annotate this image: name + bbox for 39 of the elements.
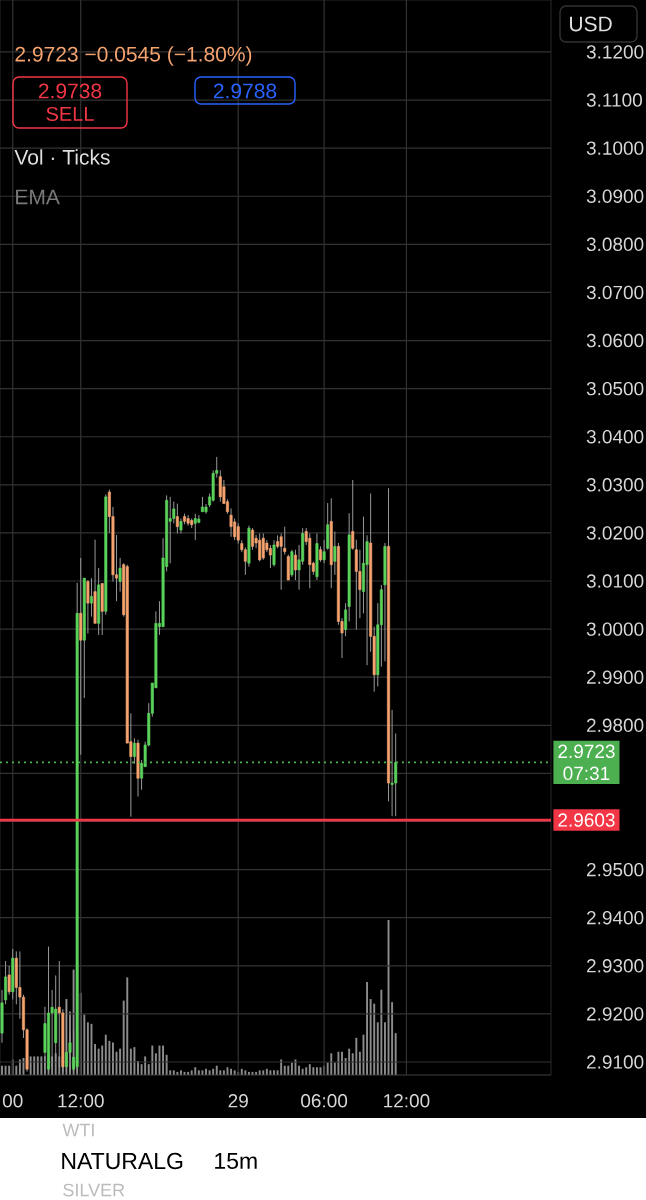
ref-line-label: 2.9723 <box>558 744 615 759</box>
x-tick-label: 29 <box>228 1094 248 1108</box>
x-tick-label: 06:00 <box>301 1094 348 1108</box>
annotation: SELL <box>46 106 94 122</box>
y-tick-label: 3.0000 <box>586 622 644 636</box>
text: SILVER <box>63 1183 125 1197</box>
x-tick-label: 12:00 <box>384 1094 430 1108</box>
y-tick-label: 3.1000 <box>586 141 644 155</box>
text: NATURALG <box>62 1152 183 1170</box>
ref-line-label: 2.9603 <box>558 813 615 827</box>
y-tick-label: 2.9100 <box>587 1055 644 1069</box>
y-tick-label: 3.0200 <box>586 526 644 540</box>
y-tick-label: 3.0300 <box>586 478 644 492</box>
annotation: 2.9738 <box>38 83 102 99</box>
x-tick-label: 00 <box>2 1094 23 1108</box>
y-tick-label: 2.9500 <box>587 862 644 877</box>
y-tick-label: 2.9400 <box>587 910 644 925</box>
y-tick-label: 2.9300 <box>587 959 644 973</box>
y-tick-label: 3.0600 <box>586 333 644 348</box>
y-tick-label: 3.0400 <box>586 429 644 444</box>
y-tick-label: 3.0100 <box>586 574 644 588</box>
y-tick-label: 2.9200 <box>587 1007 644 1021</box>
y-tick-label: 2.9800 <box>587 718 644 733</box>
y-tick-label: 3.0900 <box>586 189 644 203</box>
y-tick-label: 3.0500 <box>586 381 644 396</box>
text: WTI <box>62 1123 94 1137</box>
annotation: 2.9788 <box>213 83 277 99</box>
text: 15m <box>215 1152 257 1170</box>
annotation: 2.9723 −0.0545 (−1.80%) <box>15 46 252 66</box>
text: 07:31 <box>563 766 610 781</box>
y-tick-label: 3.0700 <box>586 285 644 300</box>
x-tick-label: 12:00 <box>58 1094 104 1108</box>
y-tick-label: 2.9900 <box>587 670 644 684</box>
y-tick-label: 3.1200 <box>586 45 644 59</box>
annotation: Vol · Ticks <box>14 149 110 165</box>
annotation: EMA <box>16 189 60 205</box>
y-tick-label: 3.1100 <box>586 93 642 107</box>
y-tick-label: 3.0800 <box>586 237 644 252</box>
text: USD <box>570 16 612 32</box>
